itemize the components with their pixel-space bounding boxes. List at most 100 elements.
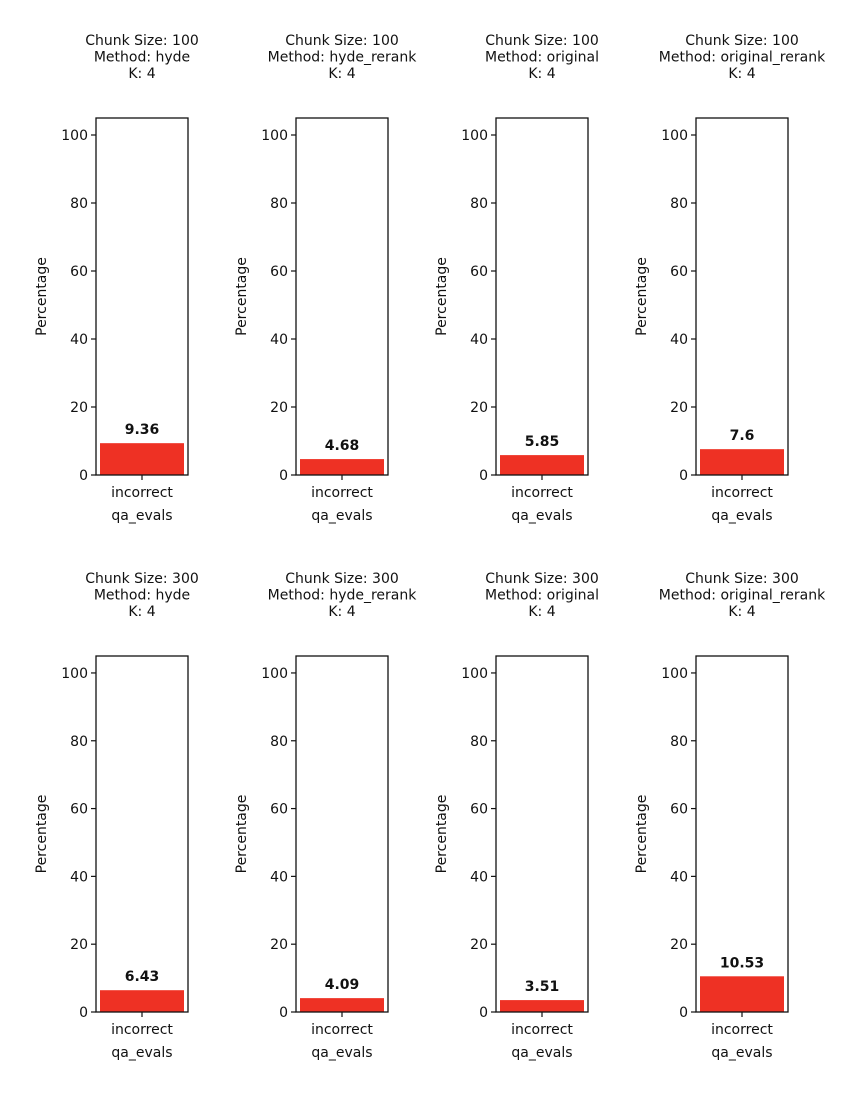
y-tick-label: 80 <box>70 734 88 750</box>
y-tick-label: 40 <box>270 869 288 885</box>
y-tick-label: 40 <box>70 332 88 348</box>
axes-frame <box>495 655 589 1013</box>
y-tick-label: 20 <box>670 937 688 953</box>
data-label: 10.53 <box>720 955 764 971</box>
axes-frame <box>695 117 789 476</box>
y-tick-label: 20 <box>70 400 88 416</box>
data-label: 9.36 <box>125 422 160 438</box>
y-axis-label: Percentage <box>34 257 50 336</box>
x-tick-label: incorrect <box>511 1022 573 1038</box>
x-tick-label: incorrect <box>111 485 173 501</box>
subplot-title-line: Method: hyde_rerank <box>268 588 418 604</box>
y-tick-label: 40 <box>670 869 688 885</box>
bar <box>300 459 384 475</box>
y-tick-label: 60 <box>270 264 288 280</box>
axes-frame <box>295 655 389 1013</box>
x-tick-label: qa_evals <box>311 1045 372 1061</box>
y-tick-label: 60 <box>70 802 88 818</box>
y-tick-label: 40 <box>470 332 488 348</box>
y-tick-label: 80 <box>470 196 488 212</box>
subplot-title-line: K: 4 <box>528 66 555 82</box>
y-tick-label: 100 <box>261 666 288 682</box>
subplot-title-line: K: 4 <box>128 66 155 82</box>
y-tick-label: 80 <box>70 196 88 212</box>
y-tick-label: 0 <box>79 468 88 484</box>
data-label: 6.43 <box>125 969 160 985</box>
y-tick-label: 40 <box>270 332 288 348</box>
y-tick-label: 20 <box>670 400 688 416</box>
x-tick-label: qa_evals <box>511 508 572 524</box>
bar <box>700 976 784 1012</box>
data-label: 5.85 <box>525 434 560 450</box>
x-tick-label: qa_evals <box>311 508 372 524</box>
y-tick-label: 80 <box>270 196 288 212</box>
y-tick-label: 100 <box>261 128 288 144</box>
y-tick-label: 60 <box>270 802 288 818</box>
subplot-title-line: Method: original <box>485 588 599 604</box>
x-tick-label: qa_evals <box>111 508 172 524</box>
x-tick-label: qa_evals <box>511 1045 572 1061</box>
y-tick-label: 0 <box>479 1005 488 1021</box>
bar <box>700 449 784 475</box>
subplot-title-line: Chunk Size: 100 <box>685 33 799 49</box>
subplot-title-line: Method: original_rerank <box>659 588 826 604</box>
y-tick-label: 40 <box>70 869 88 885</box>
y-tick-label: 80 <box>670 734 688 750</box>
x-tick-label: incorrect <box>511 485 573 501</box>
axes-frame <box>695 655 789 1013</box>
y-tick-label: 20 <box>470 937 488 953</box>
subplot-title-line: K: 4 <box>328 66 355 82</box>
data-label: 3.51 <box>525 979 560 995</box>
y-axis-label: Percentage <box>234 795 250 874</box>
x-tick-label: qa_evals <box>711 1045 772 1061</box>
y-tick-label: 60 <box>670 802 688 818</box>
subplot-title-line: Method: hyde_rerank <box>268 50 418 66</box>
y-tick-label: 100 <box>661 128 688 144</box>
y-tick-label: 100 <box>461 666 488 682</box>
data-label: 4.09 <box>325 977 360 993</box>
subplot-title-line: Chunk Size: 100 <box>85 33 199 49</box>
x-tick-label: incorrect <box>311 1022 373 1038</box>
subplot-title-line: Method: hyde <box>94 50 190 66</box>
y-tick-label: 20 <box>70 937 88 953</box>
axes-frame <box>95 655 189 1013</box>
y-tick-label: 20 <box>270 400 288 416</box>
subplot-title-line: Chunk Size: 300 <box>485 571 599 587</box>
x-tick-label: incorrect <box>111 1022 173 1038</box>
y-tick-label: 0 <box>479 468 488 484</box>
bar <box>100 990 184 1012</box>
bar <box>300 998 384 1012</box>
axes-frame <box>295 117 389 476</box>
bar <box>100 443 184 475</box>
subplot-title-line: K: 4 <box>528 604 555 620</box>
y-tick-label: 100 <box>661 666 688 682</box>
x-tick-label: qa_evals <box>711 508 772 524</box>
y-axis-label: Percentage <box>434 795 450 874</box>
subplot-title-line: Method: hyde <box>94 588 190 604</box>
y-axis-label: Percentage <box>634 257 650 336</box>
subplot-title-line: K: 4 <box>728 66 755 82</box>
y-axis-label: Percentage <box>434 257 450 336</box>
y-tick-label: 0 <box>679 468 688 484</box>
y-tick-label: 20 <box>270 937 288 953</box>
y-tick-label: 0 <box>279 468 288 484</box>
data-label: 4.68 <box>325 438 360 454</box>
subplot-title-line: Chunk Size: 300 <box>285 571 399 587</box>
y-tick-label: 60 <box>70 264 88 280</box>
y-axis-label: Percentage <box>34 795 50 874</box>
x-tick-label: incorrect <box>711 485 773 501</box>
subplot-title-line: Chunk Size: 100 <box>485 33 599 49</box>
y-tick-label: 0 <box>679 1005 688 1021</box>
subplot-title-line: Method: original <box>485 50 599 66</box>
y-axis-label: Percentage <box>234 257 250 336</box>
subplot-title-line: Chunk Size: 300 <box>85 571 199 587</box>
y-tick-label: 60 <box>470 264 488 280</box>
